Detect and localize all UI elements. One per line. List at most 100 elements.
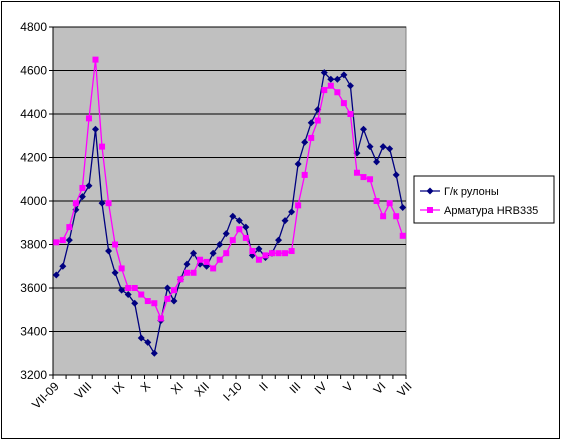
x-tick-label: XI bbox=[168, 379, 186, 397]
data-point-diamond bbox=[216, 241, 224, 248]
data-point-square bbox=[99, 143, 106, 150]
data-point-square bbox=[170, 287, 177, 294]
data-point-diamond bbox=[183, 260, 191, 268]
data-point-square bbox=[308, 134, 315, 141]
data-point-diamond bbox=[301, 138, 309, 146]
x-tick-label: VII-09 bbox=[29, 379, 62, 412]
data-point-diamond bbox=[65, 236, 73, 244]
data-point-square bbox=[164, 295, 171, 302]
data-point-diamond bbox=[242, 223, 250, 231]
data-point-square bbox=[255, 256, 262, 263]
x-tick-label: XII bbox=[192, 379, 212, 399]
data-point-diamond bbox=[144, 338, 152, 346]
x-tick-label: VI bbox=[371, 379, 389, 397]
data-point-diamond bbox=[190, 249, 198, 257]
x-tick-label: V bbox=[340, 379, 356, 395]
series-layer bbox=[52, 56, 407, 357]
data-point-square bbox=[353, 169, 360, 176]
data-point-square bbox=[190, 269, 197, 276]
data-point-square bbox=[334, 89, 341, 96]
data-point-square bbox=[118, 265, 125, 272]
data-point-diamond bbox=[360, 125, 368, 133]
data-point-diamond bbox=[163, 284, 171, 292]
data-point-square bbox=[53, 239, 60, 246]
data-point-square bbox=[282, 250, 289, 257]
data-point-diamond bbox=[320, 69, 328, 77]
data-point-diamond bbox=[229, 212, 237, 220]
data-point-diamond bbox=[392, 171, 400, 179]
data-point-square bbox=[301, 171, 308, 178]
data-point-square bbox=[197, 256, 204, 263]
data-point-diamond bbox=[98, 199, 106, 207]
y-tick-label: 4800 bbox=[20, 20, 47, 34]
y-tick-label: 3200 bbox=[20, 368, 47, 382]
data-point-square bbox=[314, 117, 321, 124]
data-point-square bbox=[360, 174, 367, 181]
data-point-square bbox=[131, 285, 138, 291]
x-tick-label: I-10 bbox=[220, 379, 245, 404]
data-point-square bbox=[367, 176, 374, 183]
data-point-square bbox=[380, 213, 387, 220]
y-tick-label: 3400 bbox=[20, 325, 47, 339]
data-point-diamond bbox=[379, 143, 387, 151]
data-point-square bbox=[157, 315, 164, 322]
x-tick-label: X bbox=[138, 379, 154, 395]
legend-box bbox=[413, 175, 555, 224]
x-tick-label: VIII bbox=[72, 379, 95, 402]
data-point-diamond bbox=[399, 204, 407, 212]
data-point-diamond bbox=[209, 249, 217, 257]
data-point-diamond bbox=[307, 119, 315, 127]
data-point-square bbox=[79, 184, 86, 191]
data-point-square bbox=[203, 258, 210, 265]
data-point-square bbox=[393, 213, 400, 220]
data-point-diamond bbox=[281, 217, 289, 225]
x-tick-label: IX bbox=[109, 379, 127, 397]
x-axis-tick-labels: VII-09 VIII IX X XI XII I-10 II III IV V VI VII bbox=[29, 375, 415, 412]
data-point-square bbox=[223, 250, 230, 257]
plot-area bbox=[52, 26, 407, 376]
data-point-diamond bbox=[124, 291, 132, 299]
data-point-square bbox=[112, 241, 119, 248]
data-point-square bbox=[59, 237, 66, 244]
data-point-square bbox=[242, 234, 249, 241]
data-point-diamond bbox=[52, 271, 60, 279]
data-point-diamond bbox=[294, 160, 302, 168]
data-point-square bbox=[85, 115, 92, 122]
data-point-diamond bbox=[131, 299, 139, 307]
data-point-square bbox=[138, 291, 145, 298]
legend-marker-square bbox=[427, 207, 433, 213]
data-point-square bbox=[216, 256, 223, 263]
data-point-square bbox=[184, 269, 191, 276]
data-point-diamond bbox=[327, 75, 335, 83]
y-tick-label: 3800 bbox=[20, 238, 47, 252]
data-point-diamond bbox=[150, 349, 158, 357]
data-point-square bbox=[275, 250, 282, 257]
x-tick-label: III bbox=[287, 379, 304, 396]
data-point-square bbox=[236, 226, 243, 233]
data-point-square bbox=[229, 237, 236, 244]
data-point-square bbox=[321, 87, 328, 94]
data-point-square bbox=[295, 202, 302, 209]
y-tick-label: 4400 bbox=[20, 107, 47, 121]
data-point-diamond bbox=[373, 158, 381, 166]
data-point-square bbox=[144, 298, 151, 305]
legend: Г/к рулоны Арматура HRB335 bbox=[413, 175, 555, 224]
data-point-square bbox=[210, 265, 217, 272]
data-point-diamond bbox=[170, 297, 178, 305]
data-point-square bbox=[66, 224, 73, 231]
x-tick-label: VII bbox=[394, 379, 414, 399]
data-point-square bbox=[72, 200, 79, 207]
data-point-diamond bbox=[333, 75, 341, 83]
data-point-diamond bbox=[118, 286, 126, 294]
data-point-square bbox=[151, 300, 158, 307]
data-point-square bbox=[288, 248, 295, 255]
data-point-square bbox=[268, 250, 275, 257]
data-point-square bbox=[92, 56, 99, 63]
y-tick-label: 4200 bbox=[20, 151, 47, 165]
data-point-diamond bbox=[346, 82, 354, 90]
data-point-square bbox=[373, 198, 380, 204]
y-tick-label: 4600 bbox=[20, 64, 47, 78]
data-point-diamond bbox=[255, 245, 263, 253]
x-tick-label: IV bbox=[312, 379, 330, 397]
